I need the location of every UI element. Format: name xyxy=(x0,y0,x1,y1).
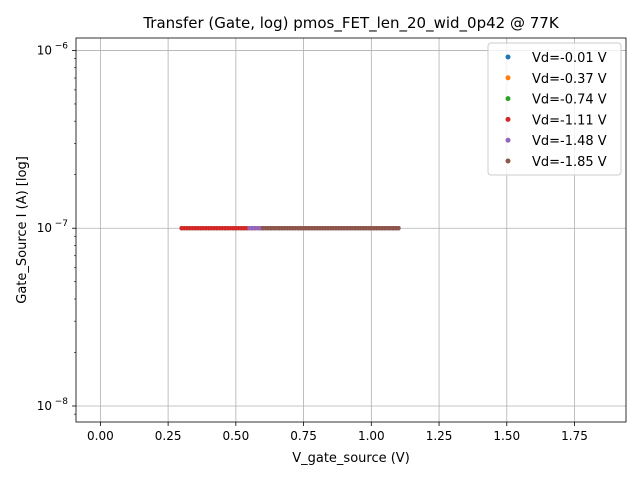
x-tick-label: 0.00 xyxy=(87,429,114,443)
y-tick-exponent: −8 xyxy=(55,397,69,407)
y-tick-exponent: −6 xyxy=(55,41,69,51)
legend-label: Vd=-0.37 V xyxy=(532,72,607,87)
plot-area xyxy=(179,226,401,231)
legend-marker xyxy=(505,116,511,122)
x-axis-label: V_gate_source (V) xyxy=(292,451,410,466)
legend: Vd=-0.01 V Vd=-0.37 V Vd=-0.74 V Vd=-1.11 V… xyxy=(487,42,622,176)
legend-marker xyxy=(505,54,511,60)
y-tick-label: 10 xyxy=(37,221,52,235)
legend-marker xyxy=(505,158,511,164)
legend-box xyxy=(487,42,622,176)
legend-marker xyxy=(505,96,511,102)
legend-marker xyxy=(505,137,511,143)
y-tick-label: 10 xyxy=(37,399,52,413)
x-tick-label: 0.50 xyxy=(222,429,249,443)
legend-label: Vd=-1.48 V xyxy=(532,134,607,149)
legend-label: Vd=-0.01 V xyxy=(532,51,607,66)
x-tick-label: 0.75 xyxy=(290,429,317,443)
y-tick-label: 10 xyxy=(37,43,52,57)
x-tick-label: 1.25 xyxy=(426,429,453,443)
x-tick-label: 0.25 xyxy=(155,429,182,443)
x-axis: 0.00 0.25 0.50 0.75 1.00 1.25 1.50 1.75 xyxy=(87,422,588,443)
x-tick-label: 1.00 xyxy=(358,429,385,443)
legend-label: Vd=-1.85 V xyxy=(532,155,607,170)
x-tick-label: 1.50 xyxy=(493,429,520,443)
data-point xyxy=(396,226,401,231)
plot-frame xyxy=(75,37,627,423)
legend-label: Vd=-1.11 V xyxy=(532,113,607,128)
legend-marker xyxy=(505,75,511,81)
x-tick-label: 1.75 xyxy=(561,429,588,443)
y-axis-label: Gate_Source I (A) [log] xyxy=(15,156,30,304)
series-5 xyxy=(260,226,401,231)
y-axis: 10−810−710−6 xyxy=(37,41,76,415)
y-tick-exponent: −7 xyxy=(55,219,68,229)
legend-label: Vd=-0.74 V xyxy=(532,93,607,108)
chart-title: Transfer (Gate, log) pmos_FET_len_20_wid… xyxy=(142,14,559,33)
